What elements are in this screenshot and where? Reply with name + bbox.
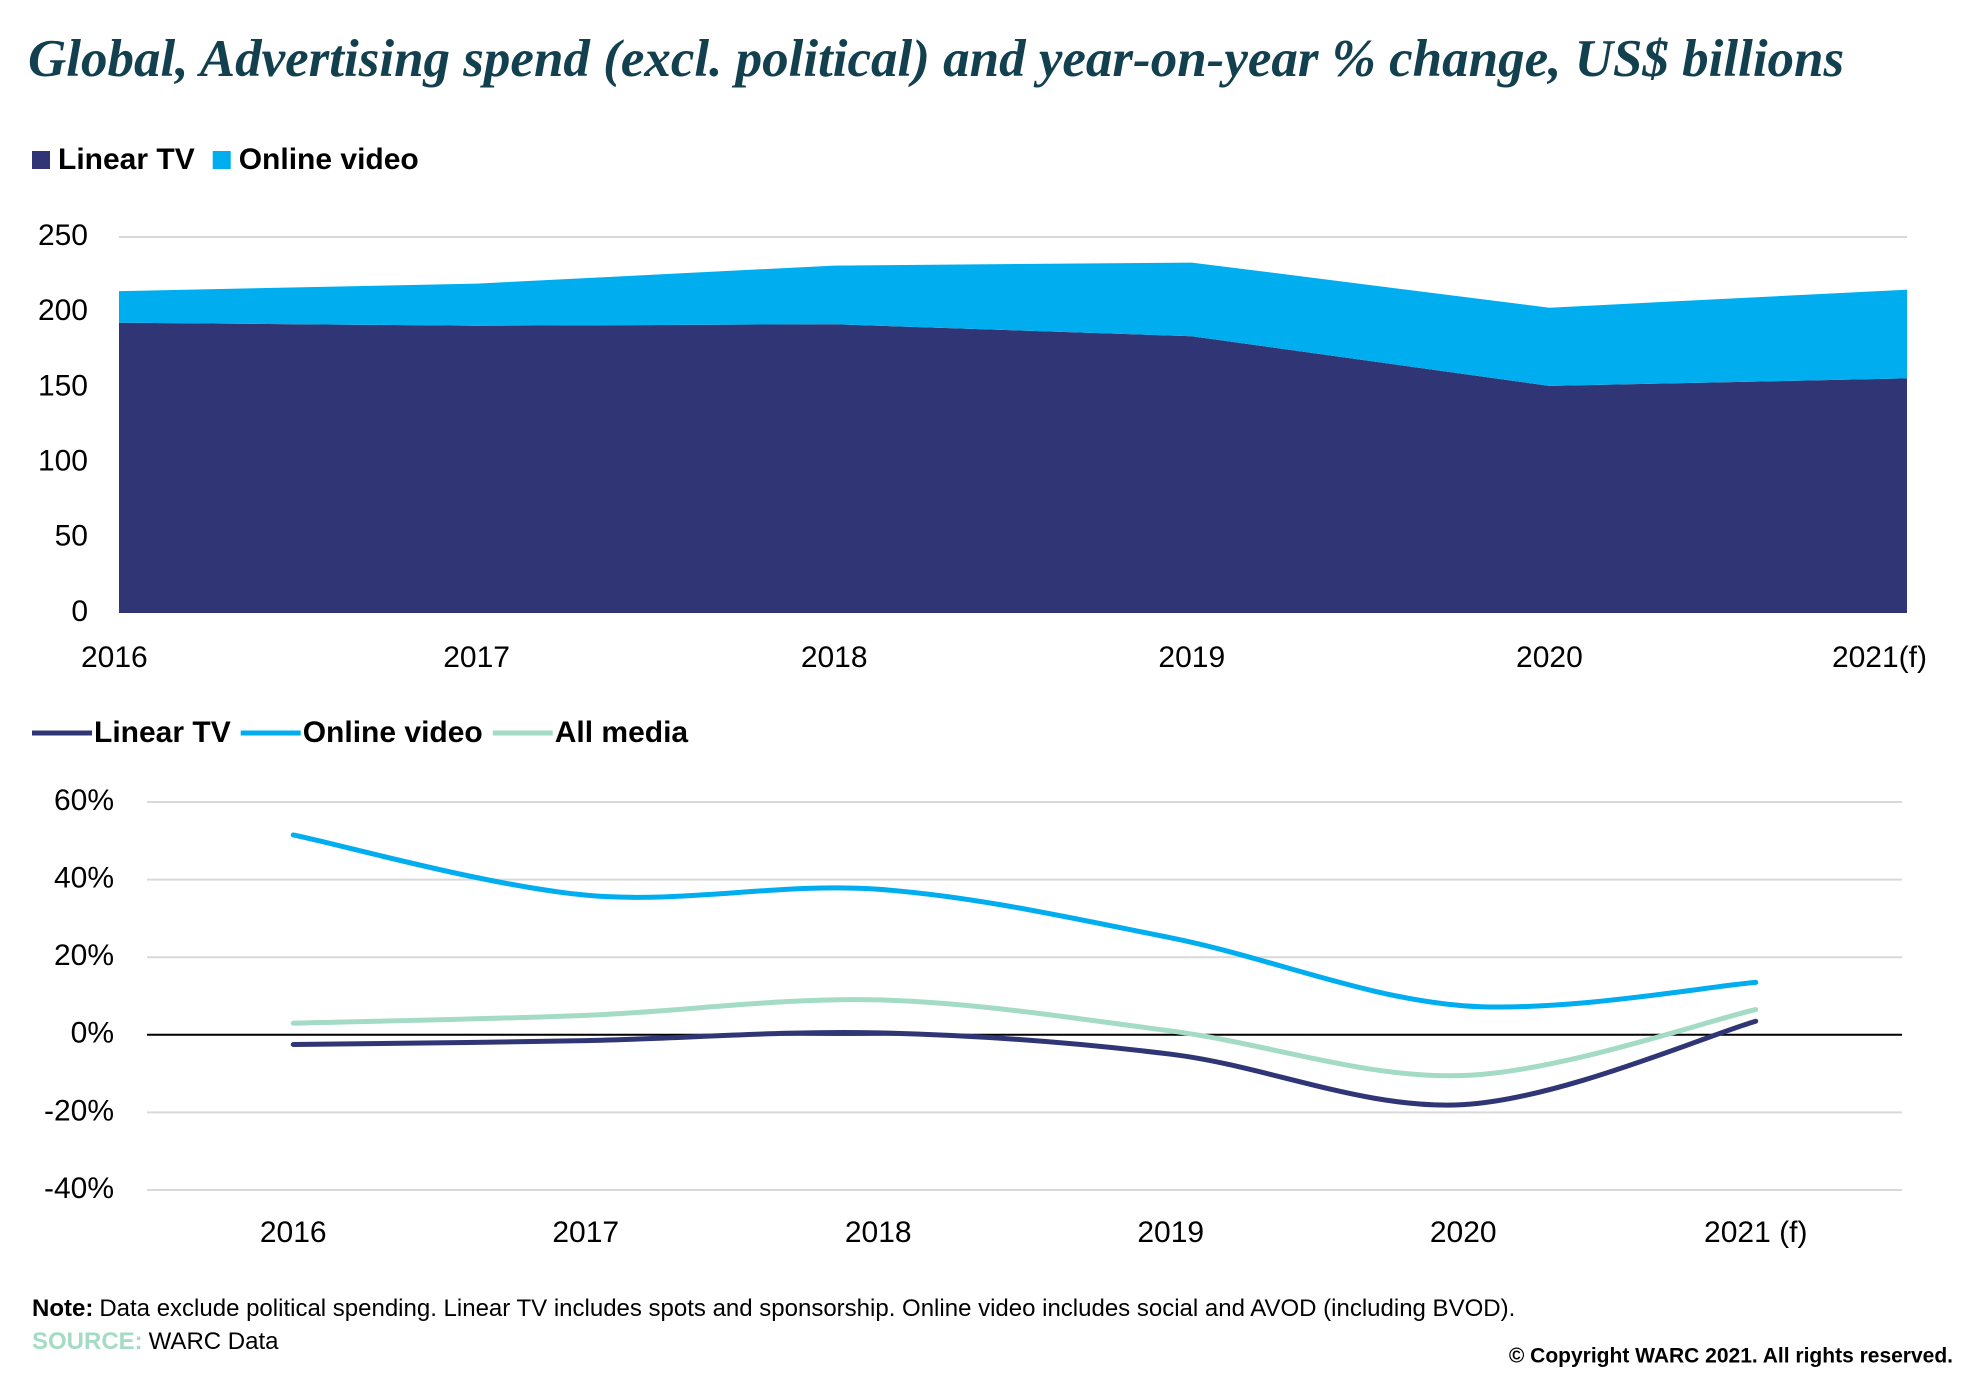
y-tick-label: 20% bbox=[54, 939, 114, 972]
x-tick-label: 2016 bbox=[81, 641, 148, 674]
x-tick-label: 2020 bbox=[1516, 641, 1583, 674]
legend-swatch bbox=[32, 151, 50, 169]
legend-label: All media bbox=[555, 716, 689, 749]
x-tick-label: 2017 bbox=[552, 1216, 619, 1249]
area bbox=[119, 322, 1907, 613]
x-tick-label: 2020 bbox=[1430, 1216, 1497, 1249]
x-tick-label: 2017 bbox=[443, 641, 510, 674]
y-tick-label: 100 bbox=[38, 445, 88, 478]
y-tick-label: -20% bbox=[44, 1094, 114, 1127]
line bbox=[290, 997, 1759, 1079]
legend-label: Online video bbox=[303, 716, 483, 749]
y-tick-label: 0 bbox=[71, 595, 88, 628]
x-tick-label: 2021(f) bbox=[1832, 641, 1927, 674]
y-tick-label: 60% bbox=[54, 784, 114, 817]
x-tick-label: 2019 bbox=[1158, 641, 1225, 674]
source-text: WARC Data bbox=[149, 1328, 279, 1355]
line bbox=[290, 1018, 1759, 1108]
legend-label: Online video bbox=[239, 143, 419, 176]
x-tick-label: 2018 bbox=[845, 1216, 912, 1249]
x-tick-label: 2018 bbox=[801, 641, 868, 674]
source: SOURCE: WARC Data bbox=[32, 1328, 279, 1355]
y-tick-label: 150 bbox=[38, 369, 88, 402]
area bbox=[119, 262, 1907, 386]
x-tick-label: 2016 bbox=[260, 1216, 327, 1249]
note-text: Data exclude political spending. Linear … bbox=[99, 1295, 1515, 1322]
x-tick-label: 2021 (f) bbox=[1704, 1216, 1807, 1249]
y-tick-label: 200 bbox=[38, 294, 88, 327]
source-label: SOURCE: bbox=[32, 1328, 143, 1355]
y-tick-label: 250 bbox=[38, 219, 88, 252]
y-tick-label: 40% bbox=[54, 862, 114, 895]
note-label: Note: bbox=[32, 1295, 93, 1322]
note: Note: Data exclude political spending. Li… bbox=[32, 1295, 1515, 1322]
legend-label: Linear TV bbox=[94, 716, 231, 749]
chart-title: Global, Advertising spend (excl. politic… bbox=[28, 30, 1844, 88]
y-tick-label: -40% bbox=[44, 1172, 114, 1205]
y-tick-label: 50 bbox=[55, 520, 88, 553]
copyright: © Copyright WARC 2021. All rights reserv… bbox=[1509, 1345, 1953, 1368]
line bbox=[290, 832, 1759, 1010]
legend-swatch bbox=[212, 151, 231, 169]
legend-label: Linear TV bbox=[58, 143, 195, 176]
x-tick-label: 2019 bbox=[1137, 1216, 1204, 1249]
y-tick-label: 0% bbox=[71, 1017, 114, 1050]
